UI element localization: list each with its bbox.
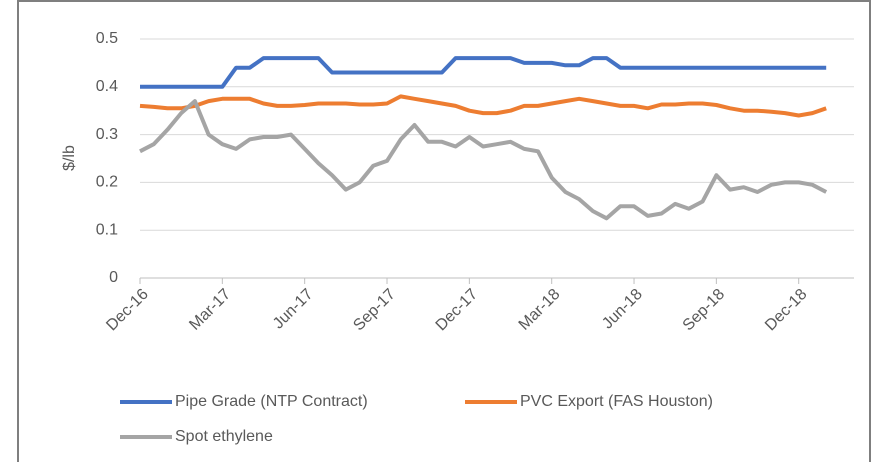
- legend-label: PVC Export (FAS Houston): [520, 393, 713, 410]
- series-line: [140, 56, 827, 89]
- chart-frame: [17, 0, 871, 462]
- y-tick-label: 0: [109, 269, 118, 286]
- y-tick-label: 0.1: [96, 221, 118, 238]
- legend-label: Pipe Grade (NTP Contract): [175, 393, 368, 410]
- series-line: [139, 99, 828, 221]
- y-tick-label: 0.2: [96, 174, 118, 191]
- series-line: [139, 94, 827, 118]
- y-tick-label: 0.4: [96, 78, 118, 95]
- y-axis-label: $/lb: [61, 145, 78, 171]
- y-tick-label: 0.5: [96, 30, 118, 47]
- y-tick-label: 0.3: [96, 126, 118, 143]
- legend-label: Spot ethylene: [175, 428, 273, 445]
